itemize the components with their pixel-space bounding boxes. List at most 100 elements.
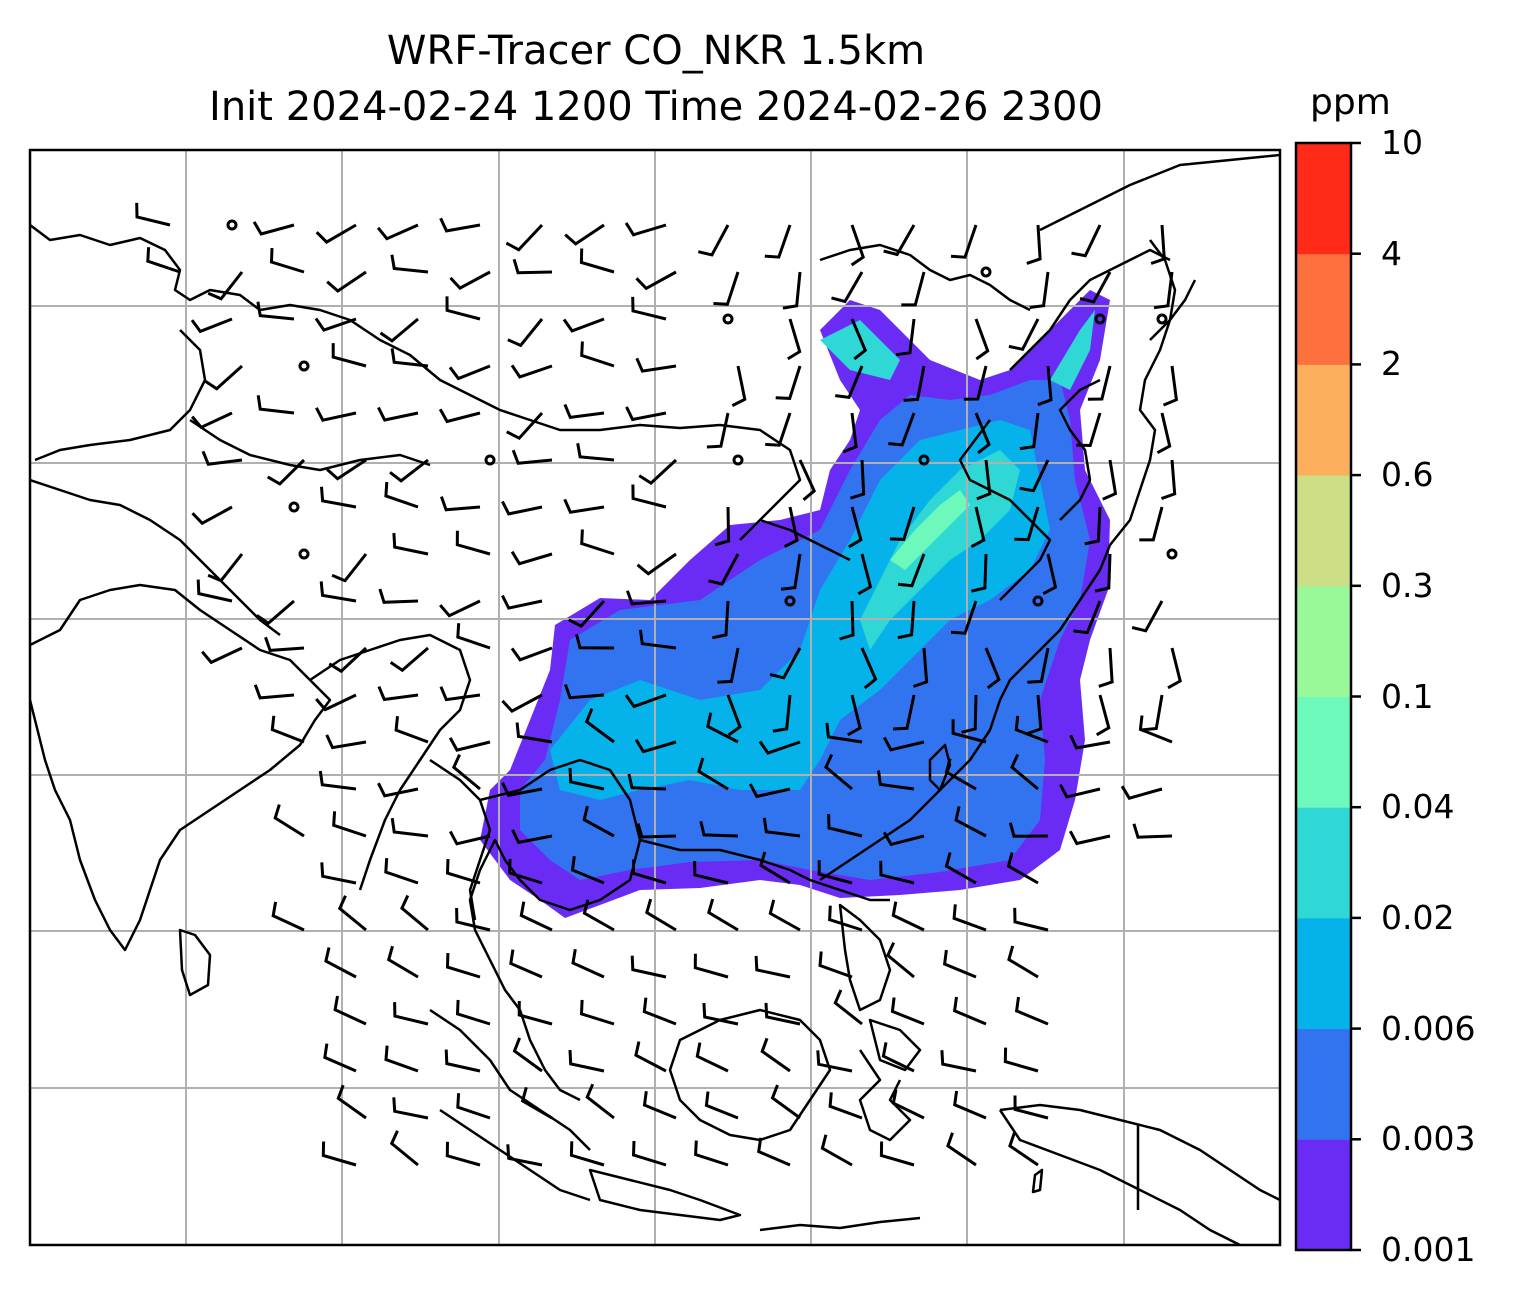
wind-barb <box>889 506 916 541</box>
wind-barb <box>319 581 357 603</box>
wind-barb <box>764 224 792 259</box>
wind-barb <box>384 481 419 509</box>
wind-barb <box>879 860 915 885</box>
calm-wind-marker <box>722 313 734 325</box>
wind-barb <box>950 224 978 259</box>
wind-barb <box>848 506 863 549</box>
colorbar-tick-label: 0.3 <box>1381 565 1434 605</box>
wind-barb <box>883 224 916 257</box>
wind-barb <box>1153 271 1174 310</box>
wind-barb <box>253 684 295 700</box>
wind-barb <box>377 782 419 798</box>
wind-barb <box>624 693 667 709</box>
wind-barb <box>828 905 863 932</box>
wind-barb <box>634 738 677 754</box>
wind-barb <box>445 953 481 979</box>
wind-barb <box>519 901 553 932</box>
wind-barb <box>386 945 419 979</box>
wind-barb <box>568 1049 605 1073</box>
wind-barb <box>631 859 667 885</box>
wind-barb <box>758 740 801 755</box>
wind-barb <box>1071 224 1102 258</box>
wind-barb <box>455 999 491 1026</box>
wind-barb <box>714 506 731 547</box>
wind-barb <box>638 458 678 485</box>
wind-barb <box>377 686 419 702</box>
wind-barb <box>726 694 742 737</box>
wind-barb <box>336 1084 367 1120</box>
wind-barb <box>1131 600 1164 633</box>
wind-barb <box>255 599 295 626</box>
wind-barb <box>439 496 481 512</box>
wind-barb <box>562 317 605 333</box>
wind-barb <box>320 486 357 509</box>
wind-barb <box>390 817 429 838</box>
wind-barb <box>731 365 747 407</box>
colorbar-segment <box>1296 1028 1351 1140</box>
wind-barb <box>564 223 605 246</box>
wind-barb <box>315 693 357 712</box>
wind-barb <box>951 719 987 744</box>
wind-barb <box>191 411 233 430</box>
wind-barb <box>1160 459 1177 501</box>
wind-barb <box>445 296 481 321</box>
wind-barb <box>1084 506 1102 546</box>
wind-barb <box>699 820 739 838</box>
wind-barb <box>393 1002 429 1026</box>
wind-barb <box>944 852 977 885</box>
wind-barb <box>456 1093 491 1120</box>
wind-barb <box>1058 783 1101 799</box>
wind-barb <box>326 270 367 293</box>
colorbar-segment <box>1296 696 1351 808</box>
wind-barb <box>449 270 491 290</box>
colorbar <box>1294 141 1361 1252</box>
wind-barb <box>1014 506 1040 542</box>
wind-barb <box>584 708 615 744</box>
wind-barb <box>146 247 181 274</box>
wind-barb <box>984 647 1001 690</box>
wind-barb <box>585 1083 615 1120</box>
wind-barb <box>207 271 244 301</box>
wind-barb <box>510 550 553 566</box>
wind-barb <box>1013 1095 1049 1120</box>
wind-barb <box>881 1042 915 1073</box>
wind-barb <box>835 365 864 400</box>
wind-barb <box>563 498 605 514</box>
wind-barb <box>568 599 606 628</box>
wind-barb <box>693 860 729 885</box>
wind-barb <box>448 830 491 846</box>
wind-barb <box>512 1037 543 1073</box>
calm-wind-marker <box>226 219 238 231</box>
wind-barb <box>501 693 543 713</box>
wind-barb <box>389 646 429 673</box>
wind-barb <box>1029 271 1050 309</box>
wind-barb <box>897 600 916 640</box>
wind-barb <box>754 955 791 979</box>
wind-barb <box>1138 715 1173 744</box>
wind-barb <box>817 860 853 885</box>
plume-level-0.04 <box>890 490 970 570</box>
wind-barb <box>571 948 605 979</box>
wind-barb <box>269 248 305 274</box>
wind-barb <box>1162 365 1179 407</box>
wind-barb <box>273 804 305 838</box>
wind-barb <box>501 594 543 610</box>
wind-barb <box>1026 224 1042 265</box>
wind-barb <box>634 1041 667 1073</box>
wind-barb <box>394 716 429 744</box>
wind-barb <box>501 782 543 797</box>
wind-barb <box>582 899 615 932</box>
wind-barb <box>891 901 925 932</box>
wind-barb <box>439 686 481 702</box>
wind-barb <box>1008 1132 1039 1167</box>
wind-barbs <box>135 202 1182 1167</box>
wind-barb <box>315 223 357 244</box>
wind-barb <box>895 318 916 357</box>
wind-barb <box>630 955 667 979</box>
wind-barb <box>842 412 858 454</box>
colorbar-tick-label: 0.04 <box>1381 787 1455 827</box>
wind-barb <box>768 899 801 932</box>
wind-barb <box>456 623 491 650</box>
plume-level-0.02 <box>860 450 1020 650</box>
wind-barb <box>1167 647 1182 690</box>
